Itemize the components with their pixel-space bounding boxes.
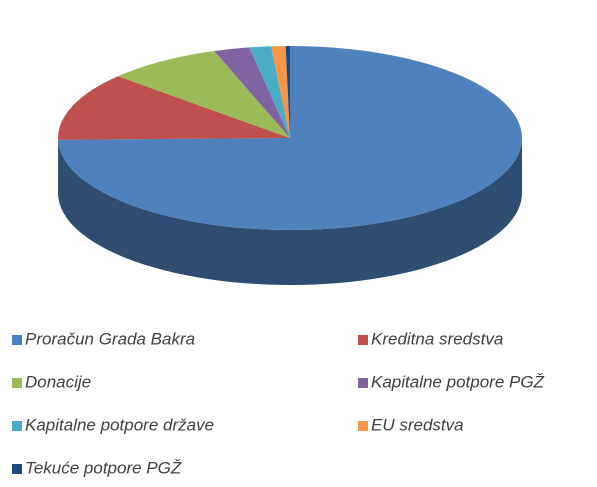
legend-label: Kapitalne potpore PGŽ bbox=[371, 372, 545, 391]
legend-swatch bbox=[12, 335, 22, 345]
legend-label: Proračun Grada Bakra bbox=[25, 329, 195, 348]
legend-label: Kapitalne potpore države bbox=[25, 415, 214, 434]
legend-swatch bbox=[12, 464, 22, 474]
legend-swatch bbox=[358, 335, 368, 345]
legend-swatch bbox=[358, 421, 368, 431]
legend-swatch bbox=[12, 378, 22, 388]
legend-label: Kreditna sredstva bbox=[371, 329, 503, 348]
legend-label: EU sredstva bbox=[371, 415, 464, 434]
legend-swatch bbox=[358, 378, 368, 388]
legend-swatch bbox=[12, 421, 22, 431]
legend-label: Tekuće potpore PGŽ bbox=[25, 458, 182, 477]
legend-label: Donacije bbox=[25, 372, 91, 391]
